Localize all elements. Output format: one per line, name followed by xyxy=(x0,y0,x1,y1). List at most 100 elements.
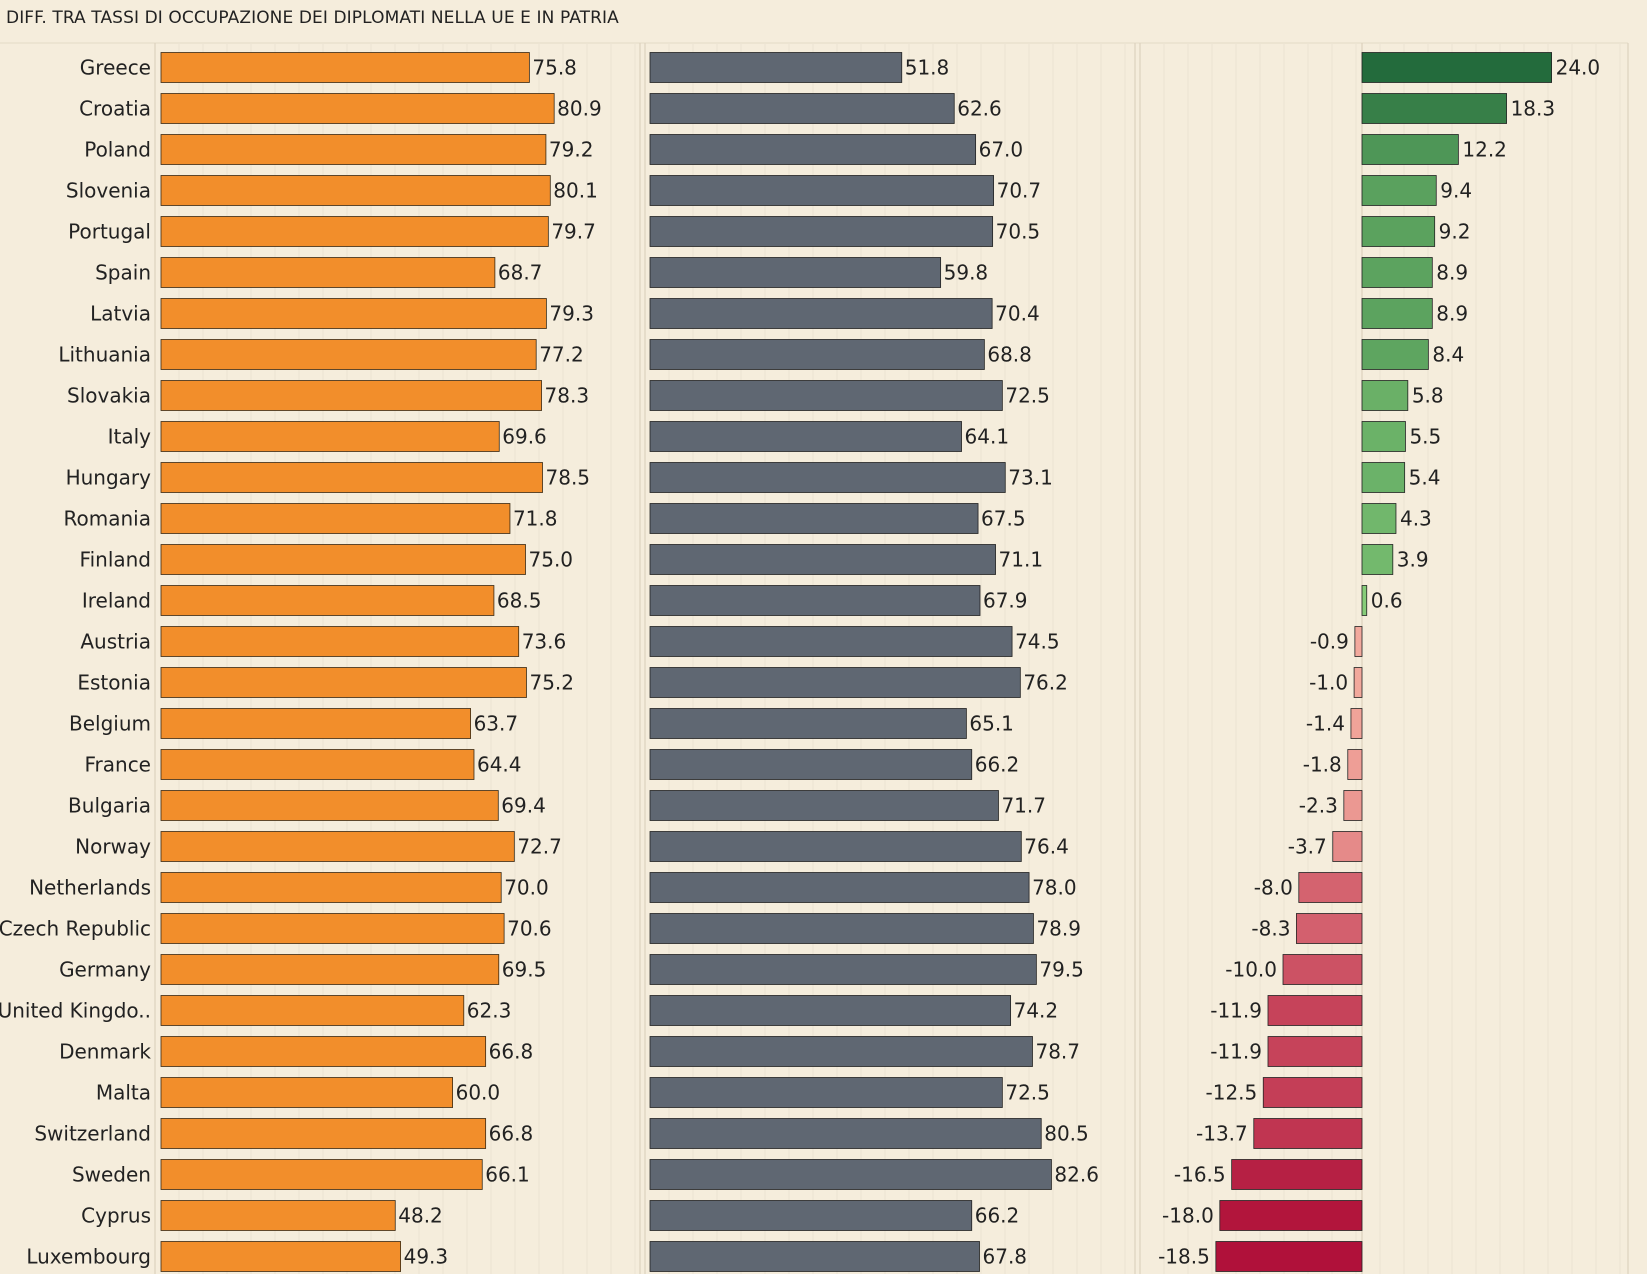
bar-panel1 xyxy=(160,831,515,862)
data-label-panel1: 63.7 xyxy=(474,712,519,736)
data-label-panel3: 0.6 xyxy=(1371,589,1403,613)
bar-panel2 xyxy=(649,954,1037,985)
data-label-panel2: 78.0 xyxy=(1032,876,1077,900)
data-label-panel3: -13.7 xyxy=(1196,1122,1248,1146)
bar-panel2 xyxy=(649,421,962,452)
data-label-panel2: 78.9 xyxy=(1036,917,1081,941)
data-label-panel2: 73.1 xyxy=(1008,466,1053,490)
category-label: Finland xyxy=(80,548,151,572)
data-label-panel2: 70.4 xyxy=(995,302,1040,326)
data-label-panel3: 18.3 xyxy=(1511,97,1556,121)
bar-panel2 xyxy=(649,503,979,534)
data-label-panel2: 71.7 xyxy=(1001,794,1046,818)
category-label: Slovakia xyxy=(67,384,151,408)
data-label-panel3: 9.2 xyxy=(1439,220,1471,244)
data-label-panel1: 75.8 xyxy=(532,56,577,80)
data-label-panel1: 70.0 xyxy=(504,876,549,900)
data-label-panel2: 78.7 xyxy=(1035,1040,1080,1064)
bar-panel2 xyxy=(649,134,977,165)
data-label-panel2: 74.2 xyxy=(1014,999,1059,1023)
bar-panel1 xyxy=(160,544,526,575)
data-label-panel1: 48.2 xyxy=(398,1204,443,1228)
bar-panel3 xyxy=(1361,175,1437,206)
data-label-panel1: 64.4 xyxy=(477,753,522,777)
category-label: Poland xyxy=(84,138,151,162)
data-label-panel2: 71.1 xyxy=(999,548,1044,572)
category-label: Czech Republic xyxy=(0,917,151,941)
data-label-panel2: 65.1 xyxy=(969,712,1014,736)
data-label-panel2: 62.6 xyxy=(957,97,1002,121)
data-label-panel1: 72.7 xyxy=(517,835,562,859)
data-label-panel1: 79.7 xyxy=(551,220,596,244)
data-label-panel3: -10.0 xyxy=(1225,958,1277,982)
bar-panel2 xyxy=(649,1077,1003,1108)
data-label-panel2: 67.0 xyxy=(979,138,1024,162)
bar-panel1 xyxy=(160,995,465,1026)
data-label-panel3: -8.0 xyxy=(1254,876,1293,900)
bar-panel3 xyxy=(1267,1036,1363,1067)
bar-panel3 xyxy=(1262,1077,1363,1108)
bar-panel1 xyxy=(160,872,502,903)
bar-panel3 xyxy=(1231,1159,1363,1190)
bar-panel1 xyxy=(160,954,500,985)
bar-panel3 xyxy=(1219,1200,1363,1231)
category-label: Greece xyxy=(80,56,151,80)
bar-panel2 xyxy=(649,749,973,780)
bar-panel3 xyxy=(1361,503,1397,534)
category-label: Norway xyxy=(75,835,151,859)
bar-panel3 xyxy=(1347,749,1363,780)
bar-panel1 xyxy=(160,339,537,370)
bar-panel1 xyxy=(160,52,530,83)
bar-panel2 xyxy=(649,93,955,124)
data-label-panel1: 69.4 xyxy=(501,794,546,818)
bar-panel2 xyxy=(649,626,1013,657)
data-label-panel2: 66.2 xyxy=(975,753,1020,777)
data-label-panel3: 12.2 xyxy=(1462,138,1507,162)
data-label-panel3: -18.0 xyxy=(1162,1204,1214,1228)
bar-panel2 xyxy=(649,544,996,575)
data-label-panel2: 70.5 xyxy=(996,220,1041,244)
bar-panel3 xyxy=(1361,585,1368,616)
bar-panel3 xyxy=(1361,339,1429,370)
data-label-panel1: 75.0 xyxy=(529,548,574,572)
category-label: Denmark xyxy=(59,1040,151,1064)
bar-panel1 xyxy=(160,585,495,616)
data-label-panel3: 8.9 xyxy=(1436,261,1468,285)
data-label-panel2: 67.5 xyxy=(981,507,1026,531)
data-label-panel1: 71.8 xyxy=(513,507,558,531)
data-label-panel1: 73.6 xyxy=(522,630,567,654)
bar-panel3 xyxy=(1267,995,1363,1026)
data-label-panel2: 64.1 xyxy=(965,425,1010,449)
bar-panel3 xyxy=(1353,667,1363,698)
data-label-panel3: -0.9 xyxy=(1310,630,1349,654)
data-label-panel2: 80.5 xyxy=(1044,1122,1089,1146)
data-label-panel1: 70.6 xyxy=(507,917,552,941)
bar-panel2 xyxy=(649,667,1021,698)
data-label-panel1: 78.5 xyxy=(546,466,591,490)
bar-panel3 xyxy=(1282,954,1363,985)
data-label-panel3: -2.3 xyxy=(1299,794,1338,818)
bar-panel1 xyxy=(160,708,471,739)
bar-panel1 xyxy=(160,667,527,698)
bar-panel1 xyxy=(160,93,555,124)
bar-panel2 xyxy=(649,790,999,821)
data-label-panel1: 75.2 xyxy=(529,671,574,695)
bar-panel2 xyxy=(649,1036,1033,1067)
category-label: Ireland xyxy=(82,589,151,613)
data-label-panel3: -12.5 xyxy=(1206,1081,1258,1105)
category-label: Romania xyxy=(64,507,151,531)
data-label-panel1: 62.3 xyxy=(467,999,512,1023)
category-label: Cyprus xyxy=(81,1204,151,1228)
bar-panel2 xyxy=(649,52,903,83)
data-label-panel1: 78.3 xyxy=(545,384,590,408)
bar-panel1 xyxy=(160,1077,454,1108)
data-label-panel1: 49.3 xyxy=(404,1245,449,1269)
data-label-panel2: 59.8 xyxy=(944,261,989,285)
data-label-panel3: -18.5 xyxy=(1158,1245,1210,1269)
bar-panel1 xyxy=(160,1118,487,1149)
category-label: Latvia xyxy=(90,302,151,326)
bar-panel3 xyxy=(1361,93,1507,124)
bar-panel2 xyxy=(649,257,942,288)
bar-panel3 xyxy=(1215,1241,1363,1272)
